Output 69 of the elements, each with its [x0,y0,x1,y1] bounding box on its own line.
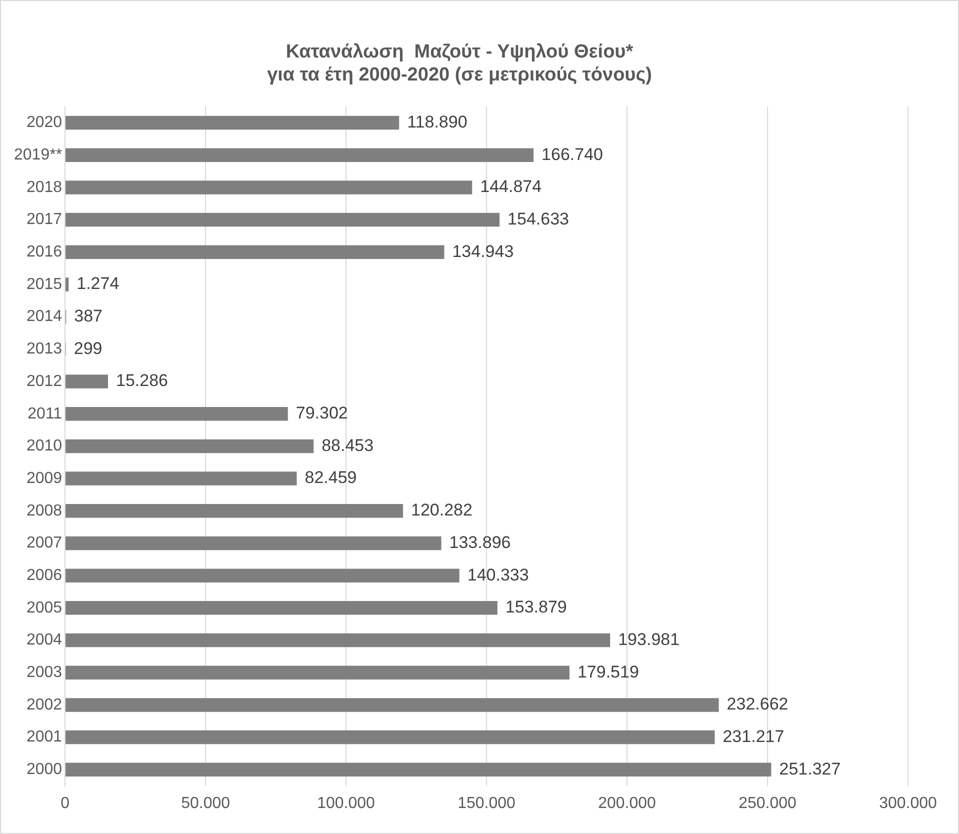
data-label: 179.519 [577,662,639,682]
y-tick-label: 2011 [28,405,62,422]
data-label: 193.981 [618,630,680,649]
y-tick-label: 2020 [26,114,62,132]
bar [66,730,715,744]
data-label: 387 [74,306,103,326]
y-tick-label: 2015 [26,276,62,293]
bar [66,666,570,680]
bar [66,504,404,518]
y-tick-label: 2010 [26,438,62,455]
bar [66,439,314,454]
y-tick-label: 2005 [26,599,62,616]
bar [66,180,472,194]
y-tick-label: 2004 [26,632,62,649]
data-label: 133.896 [449,532,511,552]
x-tick-label: 50.000 [181,794,230,812]
data-label: 153.879 [505,598,567,617]
y-tick-label: 2014 [26,308,62,326]
data-label: 88.453 [322,436,374,455]
data-label: 166.740 [542,144,604,164]
y-tick-label: 2006 [26,566,62,584]
data-label: 232.662 [726,694,788,714]
x-tick-label: 300.000 [879,794,938,812]
y-tick-label: 2018 [26,178,62,196]
bar [66,148,534,162]
bar [66,374,108,388]
x-tick-label: 250.000 [738,794,797,812]
y-tick-label: 2013 [26,340,62,358]
y-tick-label: 2007 [26,534,62,552]
bar [66,212,500,227]
data-label: 134.943 [452,242,514,261]
data-label: 140.333 [467,565,529,584]
y-tick-label: 2003 [26,664,62,682]
y-tick-label: 2012 [26,372,62,390]
bar [66,633,610,648]
bar [66,762,772,776]
bar [66,568,460,582]
x-tick-label: 100.000 [317,794,376,812]
y-tick-label: 2008 [26,502,62,520]
x-tick-label: 0 [60,794,70,812]
data-label: 251.327 [779,759,841,778]
y-tick-label: 2017 [26,211,62,228]
data-label: 231.217 [722,726,784,746]
y-tick-label: 2019** [14,146,62,164]
bar [66,278,69,292]
data-label: 82.459 [304,468,357,488]
data-label: 15.286 [116,371,168,390]
y-tick-label: 2009 [26,470,62,487]
data-label: 118.890 [407,112,468,132]
bar [66,601,498,615]
y-tick-label: 2016 [26,244,62,261]
bar [66,698,719,712]
bar [66,536,442,550]
y-tick-label: 2000 [26,761,62,778]
data-label: 299 [74,338,102,358]
data-label: 144.874 [480,177,542,196]
bar [66,406,288,421]
y-tick-label: 2002 [26,696,62,714]
data-label: 79.302 [296,404,348,423]
bar [66,245,444,260]
bar [66,116,400,130]
data-label: 1.274 [76,274,120,294]
y-tick-label: 2001 [26,728,62,746]
chart-title: Κατανάλωση Μαζούτ - Υψηλού Θείου* για τα έτη 2000-2020 (σε μετρικούς τόνους) [267,42,652,86]
x-tick-label: 200.000 [598,794,656,812]
x-tick-label: 150.000 [458,794,516,812]
data-label: 154.633 [508,209,569,228]
bar [66,472,297,486]
data-label: 120.282 [411,500,472,520]
